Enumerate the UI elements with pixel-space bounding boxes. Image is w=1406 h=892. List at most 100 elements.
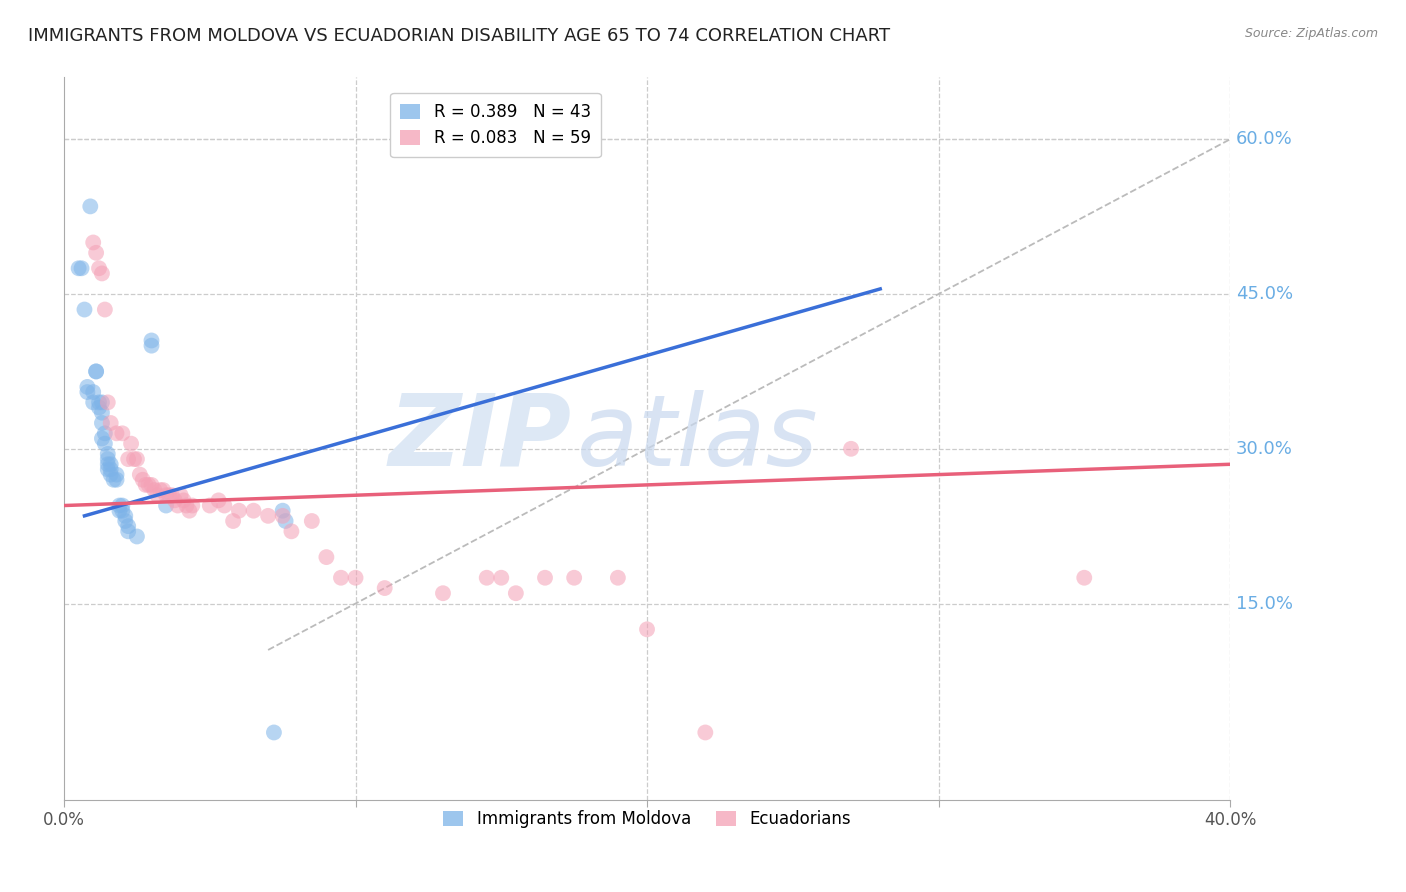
- Point: [301, 514, 323, 528]
- Text: IMMIGRANTS FROM MOLDOVA VS ECUADORIAN DISABILITY AGE 65 TO 74 CORRELATION CHART: IMMIGRANTS FROM MOLDOVA VS ECUADORIAN DI…: [28, 27, 890, 45]
- Point: [94, 426, 117, 441]
- Point: [76, 380, 98, 394]
- Point: [344, 571, 367, 585]
- Point: [125, 452, 148, 467]
- Point: [141, 334, 163, 348]
- Point: [166, 499, 188, 513]
- Point: [94, 302, 117, 317]
- Text: 30.0%: 30.0%: [1236, 440, 1292, 458]
- Point: [73, 302, 96, 317]
- Point: [280, 524, 302, 539]
- Point: [128, 467, 150, 482]
- Point: [534, 571, 557, 585]
- Point: [146, 488, 169, 502]
- Point: [91, 416, 114, 430]
- Point: [214, 499, 236, 513]
- Point: [87, 401, 110, 415]
- Point: [114, 508, 136, 523]
- Point: [839, 442, 862, 456]
- Point: [125, 529, 148, 543]
- Point: [100, 462, 122, 476]
- Point: [562, 571, 585, 585]
- Point: [274, 514, 297, 528]
- Point: [70, 261, 93, 276]
- Point: [271, 504, 294, 518]
- Point: [97, 395, 120, 409]
- Point: [143, 483, 166, 497]
- Point: [103, 473, 125, 487]
- Point: [176, 499, 198, 513]
- Text: 45.0%: 45.0%: [1236, 285, 1294, 303]
- Point: [222, 514, 245, 528]
- Point: [97, 457, 120, 471]
- Point: [82, 385, 104, 400]
- Point: [257, 508, 280, 523]
- Point: [84, 364, 107, 378]
- Point: [105, 467, 128, 482]
- Point: [1073, 571, 1095, 585]
- Point: [84, 364, 107, 378]
- Point: [695, 725, 717, 739]
- Point: [87, 395, 110, 409]
- Point: [82, 235, 104, 250]
- Point: [475, 571, 498, 585]
- Point: [138, 478, 160, 492]
- Point: [117, 519, 139, 533]
- Point: [97, 462, 120, 476]
- Point: [242, 504, 264, 518]
- Point: [100, 416, 122, 430]
- Point: [117, 452, 139, 467]
- Point: [173, 493, 195, 508]
- Point: [132, 473, 155, 487]
- Point: [135, 478, 157, 492]
- Point: [198, 499, 221, 513]
- Point: [105, 473, 128, 487]
- Point: [636, 623, 658, 637]
- Text: Source: ZipAtlas.com: Source: ZipAtlas.com: [1244, 27, 1378, 40]
- Point: [160, 488, 183, 502]
- Point: [157, 488, 180, 502]
- Point: [141, 478, 163, 492]
- Point: [149, 483, 172, 497]
- Text: 15.0%: 15.0%: [1236, 595, 1294, 613]
- Point: [606, 571, 628, 585]
- Point: [87, 261, 110, 276]
- Point: [271, 508, 294, 523]
- Point: [432, 586, 454, 600]
- Text: ZIP: ZIP: [388, 390, 571, 487]
- Point: [111, 504, 134, 518]
- Text: 60.0%: 60.0%: [1236, 130, 1292, 148]
- Point: [155, 488, 177, 502]
- Point: [505, 586, 527, 600]
- Point: [79, 199, 101, 213]
- Point: [122, 452, 145, 467]
- Point: [163, 493, 186, 508]
- Point: [114, 514, 136, 528]
- Point: [207, 493, 229, 508]
- Point: [91, 267, 114, 281]
- Point: [141, 338, 163, 352]
- Point: [315, 550, 337, 565]
- Point: [155, 499, 177, 513]
- Point: [97, 447, 120, 461]
- Point: [105, 426, 128, 441]
- Point: [108, 504, 131, 518]
- Point: [91, 432, 114, 446]
- Point: [169, 488, 191, 502]
- Point: [181, 499, 204, 513]
- Point: [94, 436, 117, 450]
- Point: [491, 571, 513, 585]
- Point: [117, 524, 139, 539]
- Point: [84, 245, 107, 260]
- Point: [263, 725, 285, 739]
- Point: [91, 406, 114, 420]
- Point: [152, 483, 174, 497]
- Point: [76, 385, 98, 400]
- Text: atlas: atlas: [576, 390, 818, 487]
- Point: [179, 504, 201, 518]
- Point: [91, 395, 114, 409]
- Point: [228, 504, 250, 518]
- Point: [97, 452, 120, 467]
- Point: [82, 395, 104, 409]
- Legend: Immigrants from Moldova, Ecuadorians: Immigrants from Moldova, Ecuadorians: [437, 803, 858, 835]
